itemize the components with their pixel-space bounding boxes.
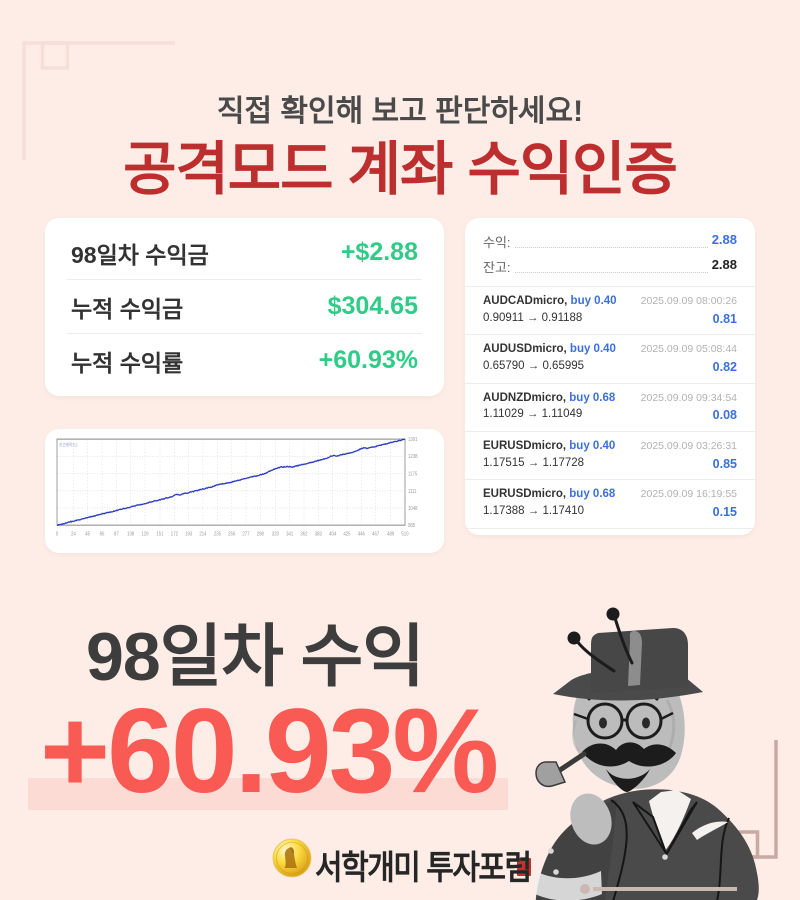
svg-text:0: 0 — [56, 531, 59, 538]
svg-text:172: 172 — [171, 531, 178, 538]
svg-text:446: 446 — [358, 531, 365, 538]
svg-text:108: 108 — [127, 531, 134, 538]
svg-text:1048: 1048 — [408, 505, 418, 512]
svg-text:1175: 1175 — [408, 471, 417, 478]
svg-text:298: 298 — [257, 531, 264, 538]
svg-text:510: 510 — [401, 531, 408, 538]
svg-text:985: 985 — [408, 523, 415, 530]
svg-text:45: 45 — [85, 531, 90, 538]
svg-text:잔고매락도2: 잔고매락도2 — [59, 441, 78, 448]
svg-text:256: 256 — [228, 531, 235, 538]
svg-text:320: 320 — [272, 531, 279, 538]
svg-text:425: 425 — [343, 531, 350, 538]
svg-text:1238: 1238 — [408, 454, 418, 461]
svg-text:24: 24 — [71, 531, 76, 538]
svg-text:383: 383 — [315, 531, 322, 538]
svg-text:1301: 1301 — [408, 437, 418, 444]
svg-text:1111: 1111 — [408, 488, 417, 495]
svg-text:277: 277 — [242, 531, 249, 538]
svg-text:341: 341 — [286, 531, 293, 538]
svg-text:87: 87 — [114, 531, 119, 538]
svg-text:489: 489 — [387, 531, 394, 538]
svg-text:467: 467 — [372, 531, 379, 538]
svg-text:404: 404 — [329, 531, 336, 538]
svg-text:214: 214 — [199, 531, 206, 538]
svg-text:362: 362 — [300, 531, 307, 538]
svg-text:129: 129 — [141, 531, 148, 538]
svg-text:235: 235 — [214, 531, 221, 538]
svg-text:151: 151 — [156, 531, 163, 538]
svg-text:193: 193 — [185, 531, 192, 538]
svg-text:66: 66 — [100, 531, 105, 538]
